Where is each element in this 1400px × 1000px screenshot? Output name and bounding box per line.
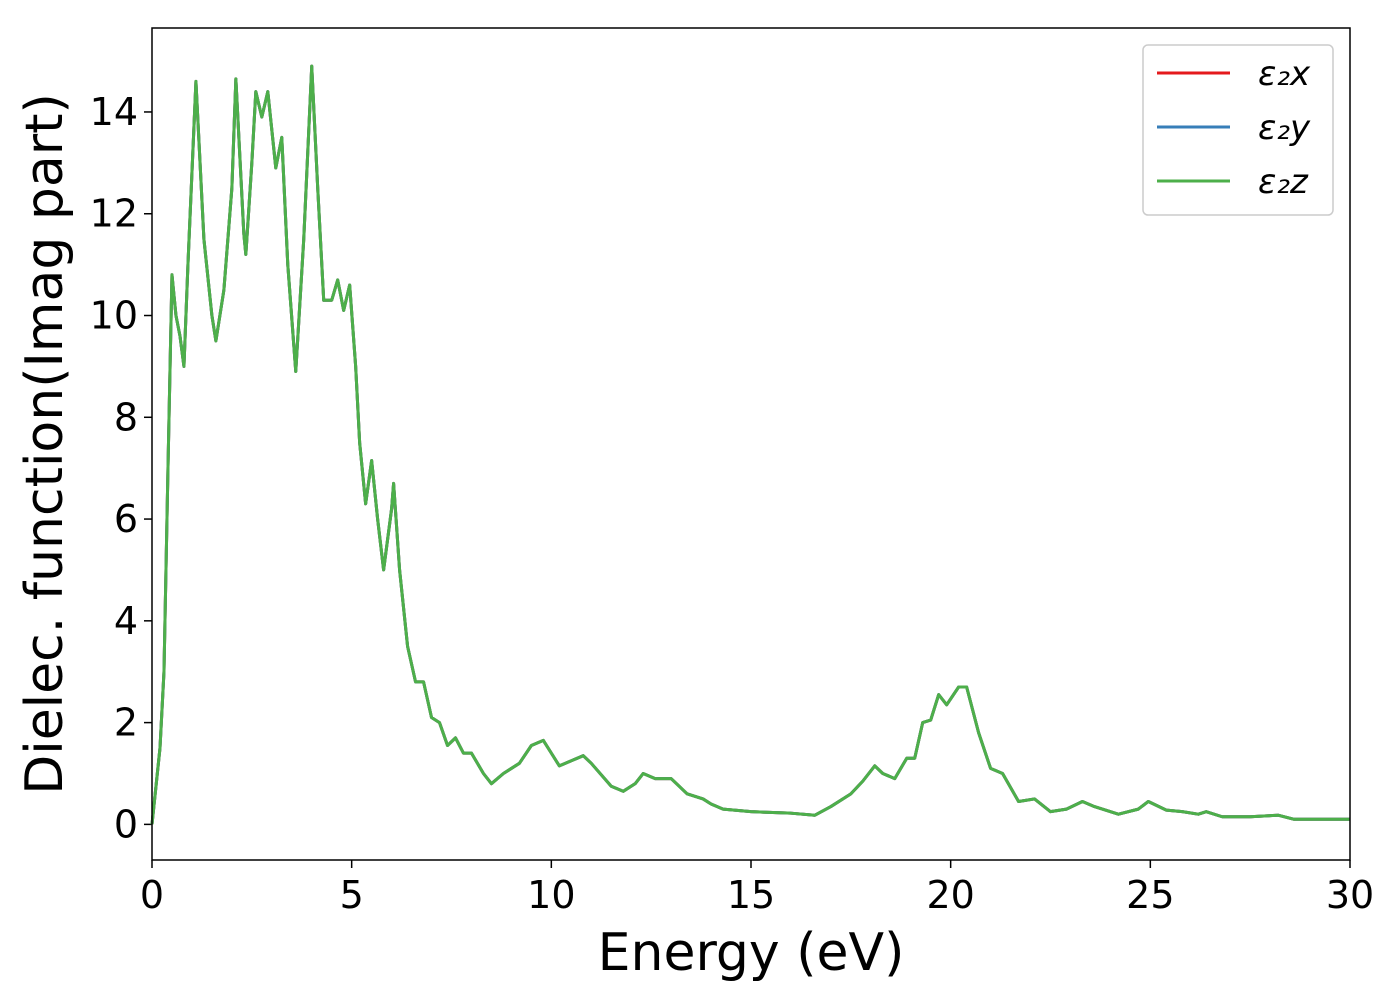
y-tick-label: 8 bbox=[114, 395, 138, 439]
x-tick-label: 0 bbox=[140, 873, 164, 917]
y-tick-label: 6 bbox=[114, 497, 138, 541]
series-line bbox=[150, 64, 1350, 825]
x-tick-label: 30 bbox=[1326, 873, 1374, 917]
x-tick-label: 20 bbox=[926, 873, 974, 917]
legend-label: ε₂y bbox=[1258, 108, 1311, 148]
y-tick-label: 14 bbox=[90, 90, 138, 134]
axes-frame bbox=[151, 27, 1351, 861]
y-axis-label: Dielec. function(Imag part) bbox=[15, 93, 75, 795]
y-tick-label: 10 bbox=[90, 294, 138, 338]
x-axis-label: Energy (eV) bbox=[598, 923, 905, 983]
x-tick-label: 15 bbox=[727, 873, 775, 917]
legend-label: ε₂x bbox=[1258, 54, 1311, 94]
y-tick-label: 2 bbox=[114, 701, 138, 745]
y-tick-label: 0 bbox=[114, 802, 138, 846]
legend: ε₂x ε₂y ε₂z bbox=[1142, 44, 1334, 216]
x-tick-label: 25 bbox=[1126, 873, 1174, 917]
legend-box bbox=[1142, 44, 1334, 216]
y-tick-label: 12 bbox=[90, 192, 138, 236]
legend-label: ε₂z bbox=[1258, 162, 1309, 202]
x-tick-label: 10 bbox=[527, 873, 575, 917]
x-tick-label: 5 bbox=[340, 873, 364, 917]
plot-area bbox=[150, 64, 1350, 825]
y-tick-label: 4 bbox=[114, 599, 138, 643]
